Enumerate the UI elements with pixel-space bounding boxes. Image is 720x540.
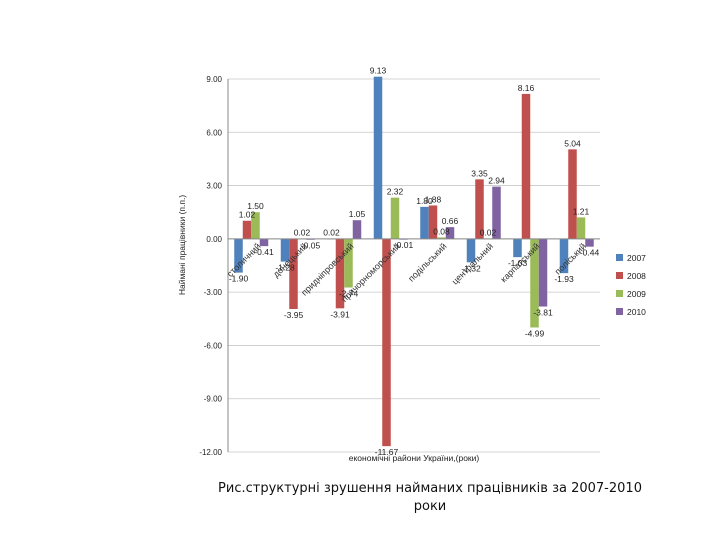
- legend-label: 2010: [627, 307, 646, 317]
- data-label: -1.28: [275, 263, 295, 273]
- bar-2008-5: [428, 205, 438, 239]
- bar-2008-7: [521, 93, 531, 239]
- bar-2010-7: [538, 238, 548, 307]
- y-tick-label: 0.00: [206, 235, 222, 244]
- data-label: -2.74: [339, 289, 359, 299]
- data-label: -1.32: [461, 263, 481, 273]
- data-label: 0.66: [442, 216, 459, 226]
- bar-2008-8: [568, 149, 577, 239]
- bar-2009-3: [344, 238, 353, 288]
- bar-2007-4: [373, 76, 383, 239]
- bar-2008-1: [242, 220, 252, 239]
- legend-swatch-2009: [616, 290, 623, 297]
- data-label: 2.32: [387, 187, 404, 197]
- y-tick-label: 9.00: [206, 75, 222, 84]
- legend-label: 2007: [627, 253, 646, 263]
- data-label: 0.02: [323, 228, 340, 238]
- bar-2009-7: [530, 238, 539, 328]
- bar-2010-5: [445, 227, 455, 239]
- data-label: 1.02: [239, 210, 256, 220]
- data-label: 1.50: [247, 201, 264, 211]
- data-label: -4.99: [525, 328, 545, 338]
- y-tick-label: -9.00: [204, 395, 223, 404]
- y-axis-ticks: 9.00 6.00 3.00 0.00 -3.00 -6.00 -9.00 -12.00: [199, 75, 222, 457]
- y-tick-label: -3.00: [204, 288, 223, 297]
- data-label: 1.05: [349, 209, 366, 219]
- bar-2008-6: [475, 179, 484, 239]
- data-label: -11.67: [375, 447, 399, 457]
- bar-2009-4: [390, 197, 400, 239]
- data-label: 1.21: [573, 206, 590, 216]
- legend-label: 2008: [627, 271, 646, 281]
- data-label: -1.93: [554, 274, 574, 284]
- bar-2009-1: [251, 212, 260, 239]
- bar-2007-6: [466, 238, 476, 263]
- data-label: 1.80: [416, 196, 433, 206]
- figure-caption: Рис.структурні зрушення найманих працівн…: [218, 481, 642, 514]
- bar-2010-8: [585, 238, 594, 247]
- legend: 2007 2008 2009 2010: [616, 253, 646, 317]
- bar-2010-1: [259, 238, 269, 247]
- bars: [234, 76, 594, 447]
- data-label: -3.91: [330, 309, 350, 319]
- bar-2007-5: [420, 206, 429, 239]
- data-label: 2.94: [488, 176, 505, 186]
- y-tick-label: 6.00: [206, 128, 222, 137]
- data-label: -1.03: [508, 258, 528, 268]
- legend-swatch-2007: [616, 254, 623, 261]
- x-axis-title: економічні райони України,(роки): [349, 453, 480, 463]
- y-tick-label: -6.00: [204, 341, 223, 350]
- data-label: -0.05: [301, 241, 321, 251]
- data-label: -1.90: [229, 274, 249, 284]
- data-label: -0.44: [580, 248, 600, 258]
- y-axis-title: Наймані працівники (п.п.): [177, 195, 187, 295]
- bar-2008-4: [382, 238, 391, 447]
- bar-2008-2: [289, 238, 298, 310]
- data-label: -0.41: [254, 247, 274, 257]
- data-label: 0.08: [433, 226, 450, 236]
- data-label: 8.16: [518, 83, 535, 93]
- bar-2009-8: [576, 217, 586, 239]
- legend-swatch-2008: [616, 272, 623, 279]
- y-tick-label: 3.00: [206, 182, 222, 191]
- data-label: -3.95: [284, 310, 304, 320]
- data-label: 0.02: [480, 228, 497, 238]
- bar-2010-6: [492, 186, 501, 239]
- bar-2007-1: [234, 238, 243, 273]
- data-labels: -1.90 -1.28 0.02 9.13 1.80 -1.32 -1.03 -1.93 1.0…: [229, 66, 600, 457]
- data-label: 0.02: [294, 228, 311, 238]
- bar-2008-3: [335, 238, 345, 309]
- data-label: 5.04: [564, 138, 581, 148]
- data-label: -3.81: [533, 308, 553, 318]
- legend-swatch-2010: [616, 308, 623, 315]
- bar-2009-5: [437, 237, 446, 239]
- bar-2010-3: [352, 220, 362, 239]
- data-label: 1.88: [425, 194, 442, 204]
- category-label: поліський: [553, 241, 588, 276]
- data-label: 9.13: [370, 66, 387, 76]
- data-label: -0.01: [394, 240, 414, 250]
- bar-2007-7: [513, 238, 522, 258]
- legend-label: 2009: [627, 289, 646, 299]
- data-label: 3.35: [471, 168, 488, 178]
- bar-2007-2: [280, 238, 290, 262]
- y-tick-label: -12.00: [199, 448, 222, 457]
- bar-2007-8: [559, 238, 569, 274]
